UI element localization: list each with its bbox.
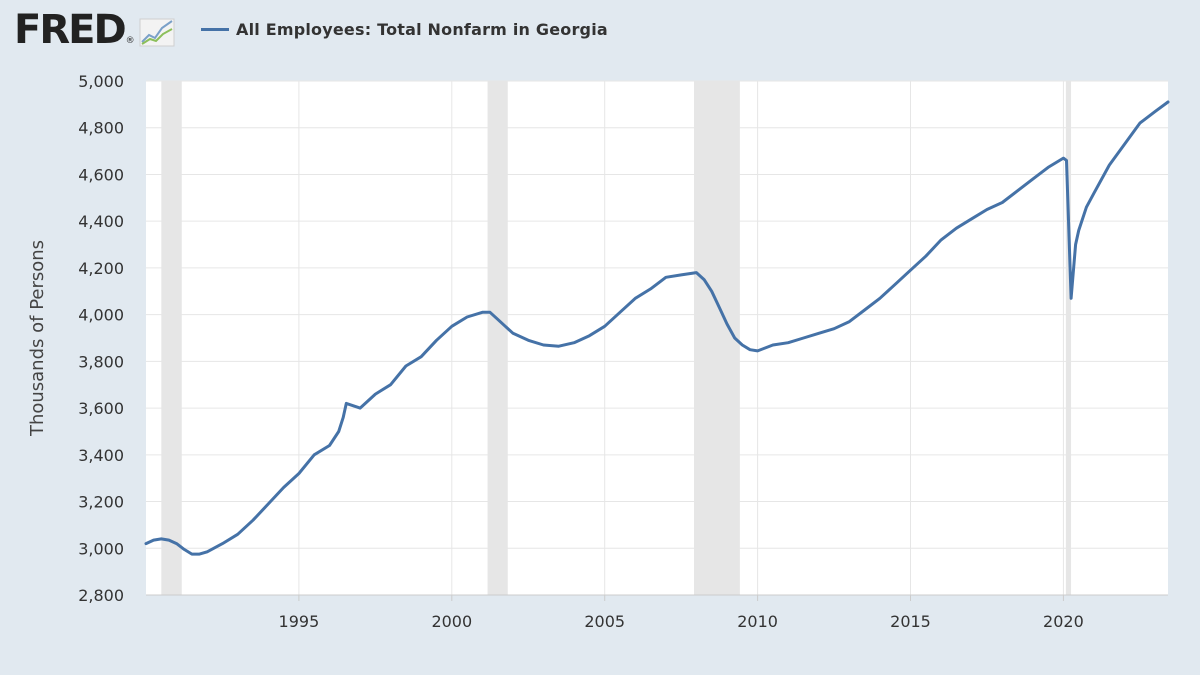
x-tick-label: 2010	[737, 612, 778, 631]
y-tick-label: 4,600	[78, 165, 124, 184]
line-chart-icon	[139, 18, 175, 47]
y-axis-ticks: 2,800 3,000 3,200 3,400 3,600 3,800 4,000 4,200…	[78, 72, 124, 605]
series-line-1[interactable]	[144, 100, 1170, 556]
recession-band-3	[694, 81, 740, 595]
recession-band-2	[487, 81, 508, 595]
series-layer	[144, 100, 1170, 556]
y-axis-label: Thousands of Persons	[27, 240, 48, 437]
y-tick-label: 4,800	[78, 119, 124, 138]
legend-swatch	[201, 28, 229, 31]
recession-bands	[161, 81, 1072, 595]
y-tick-label: 4,200	[78, 259, 124, 278]
plot-area	[146, 81, 1168, 595]
recession-band-1	[161, 81, 182, 595]
x-tick-label: 2005	[584, 612, 625, 631]
y-tick-label: 3,200	[78, 493, 124, 512]
fred-logo[interactable]: FRED ®	[14, 10, 175, 50]
y-tick-label: 5,000	[78, 72, 124, 91]
y-tick-label: 2,800	[78, 586, 124, 605]
y-tick-label: 4,000	[78, 306, 124, 325]
legend: All Employees: Total Nonfarm in Georgia	[201, 20, 608, 39]
grid-lines	[146, 80, 1168, 595]
y-tick-label: 3,600	[78, 399, 124, 418]
recession-band-4	[1065, 81, 1072, 595]
y-tick-label: 3,800	[78, 352, 124, 371]
logo-text: FRED	[14, 7, 127, 53]
header: FRED ® All Employees: Total Nonfarm in G…	[0, 0, 1200, 70]
y-tick-label: 3,400	[78, 446, 124, 465]
x-axis-ticks: 1995 2000 2005 2010 2015 2020	[279, 595, 1084, 631]
registered-mark: ®	[125, 36, 135, 46]
y-tick-label: 3,000	[78, 539, 124, 558]
x-tick-label: 2000	[431, 612, 472, 631]
x-tick-label: 2020	[1043, 612, 1084, 631]
legend-label: All Employees: Total Nonfarm in Georgia	[236, 20, 608, 39]
x-tick-label: 1995	[279, 612, 320, 631]
y-tick-label: 4,400	[78, 212, 124, 231]
x-tick-label: 2015	[890, 612, 931, 631]
